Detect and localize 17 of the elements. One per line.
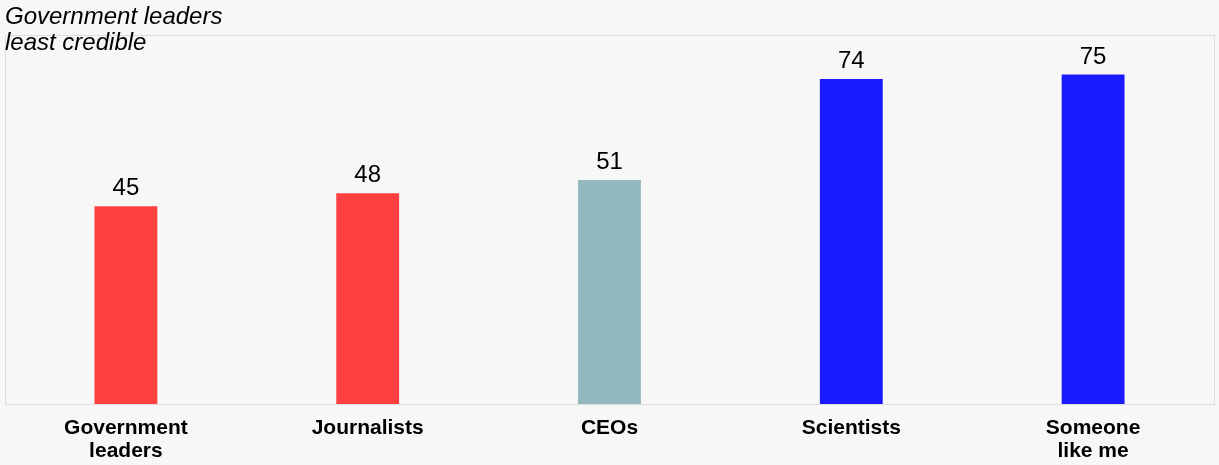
x-tick-label: Someone like me: [1045, 414, 1141, 461]
data-label: 74: [837, 45, 865, 73]
data-label: 48: [354, 160, 382, 188]
x-tick-label: Government leaders: [64, 414, 188, 461]
data-label: 51: [596, 146, 623, 174]
bar: [94, 206, 158, 404]
bar: [578, 179, 641, 404]
data-label: 45: [112, 173, 140, 201]
bar: [819, 78, 883, 404]
data-label: 75: [1079, 41, 1107, 69]
bar: [336, 193, 400, 404]
text: least credible: [5, 28, 147, 55]
x-tick-label: CEOs: [580, 414, 639, 438]
x-tick-label: Journalists: [311, 414, 424, 438]
x-tick-label: Scientists: [801, 414, 901, 438]
text: Government leaders: [5, 2, 223, 29]
bar: [1061, 74, 1125, 404]
